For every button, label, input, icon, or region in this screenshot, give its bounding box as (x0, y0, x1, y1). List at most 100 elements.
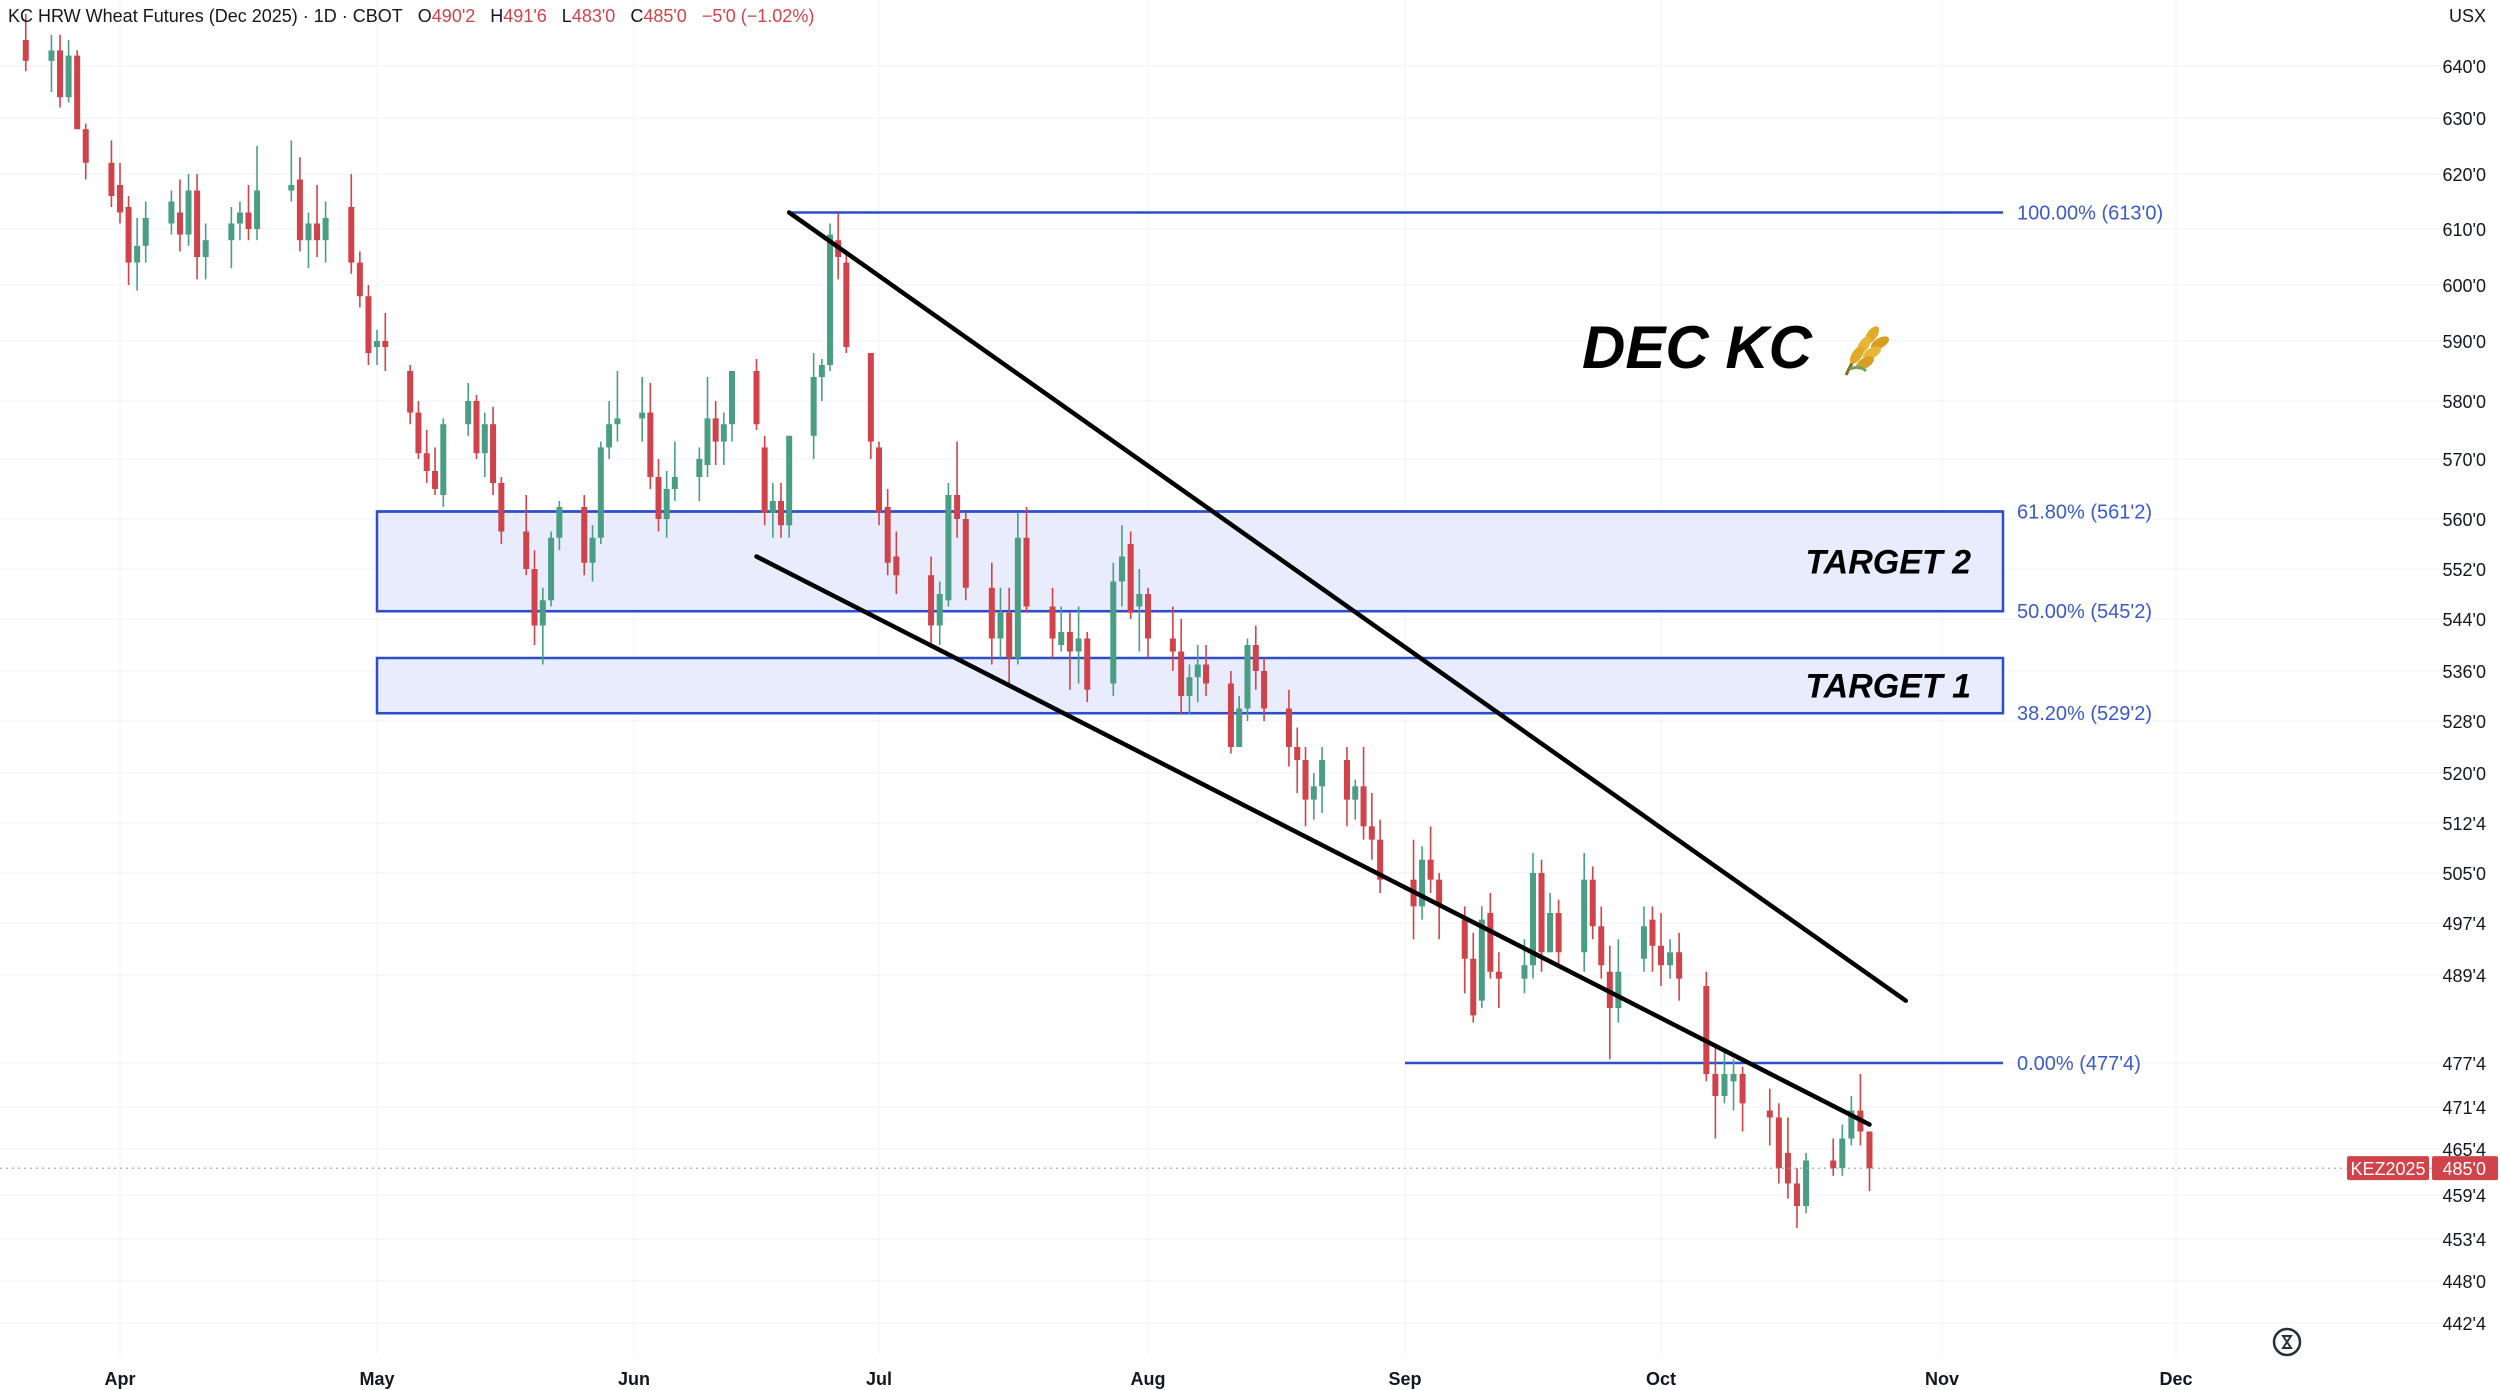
fib-label: 0.00% (477'4) (2017, 1053, 2141, 1075)
candle-body (696, 459, 703, 477)
candle-body (356, 262, 363, 297)
candle (82, 123, 89, 180)
candle (671, 441, 678, 501)
candle-body (753, 371, 760, 425)
fib-label: 50.00% (545'2) (2017, 601, 2152, 623)
candle (1352, 779, 1359, 820)
candle (655, 459, 662, 532)
candle-body (729, 371, 735, 425)
candle (1793, 1168, 1800, 1228)
fib-levels: 100.00% (613'0) 61.80% (561'2) 50.00% (545… (377, 203, 2163, 1075)
y-tick-label: 560'0 (2443, 510, 2486, 530)
ohlc-close-label: C (630, 6, 644, 26)
candle (374, 329, 380, 365)
candle-body (1118, 556, 1125, 582)
candle-body (655, 477, 662, 519)
candle-body (1487, 913, 1494, 972)
fib-label: 100.00% (613'0) (2017, 203, 2163, 225)
candle-body (1495, 971, 1502, 979)
candle (134, 218, 141, 291)
x-tick-label: Dec (2159, 1369, 2192, 1389)
candle (936, 581, 943, 645)
candle (1136, 569, 1143, 652)
candle-body (490, 424, 497, 483)
candle (597, 441, 604, 544)
candle (1721, 1052, 1728, 1104)
candle (1538, 859, 1545, 972)
candle (1589, 866, 1596, 940)
replay-icon[interactable] (2272, 1327, 2302, 1357)
target-zone-label: TARGET 1 (1805, 668, 1971, 706)
candle-body (1427, 859, 1434, 880)
candle (1766, 1088, 1773, 1146)
candle (769, 483, 776, 538)
price-axis[interactable]: 640'0 630'0 620'0 610'0 600'0 590'0 580'0 570'0… (2443, 0, 2500, 1390)
candle-body (407, 371, 414, 413)
candle (1127, 531, 1134, 619)
candle-body (288, 185, 295, 191)
candle-body (720, 424, 727, 442)
candle-body (1006, 612, 1013, 658)
candle-body (1721, 1074, 1728, 1096)
candle-body (365, 296, 372, 353)
candle (490, 406, 497, 495)
candle (778, 483, 784, 538)
trendline-upper[interactable] (786, 210, 1908, 1003)
candle-body (1615, 971, 1622, 1008)
currency-unit[interactable]: USX (2448, 6, 2486, 26)
candle-body (74, 55, 81, 130)
y-tick-label: 512'4 (2443, 814, 2486, 834)
candle-body (1285, 708, 1292, 747)
time-axis[interactable]: Apr May Jun Jul Aug Sep Oct Nov Dec (105, 1369, 2193, 1389)
trendline-lower[interactable] (754, 554, 1872, 1127)
candle-body (1169, 638, 1176, 652)
candle (314, 185, 321, 257)
candle-body (423, 453, 430, 471)
x-tick-label: Sep (1388, 1369, 1421, 1389)
candle (168, 190, 175, 235)
candle-body (1319, 760, 1326, 787)
candle (1598, 906, 1605, 979)
y-tick-label: 471'4 (2443, 1098, 2486, 1118)
y-tick-label: 600'0 (2443, 276, 2486, 296)
candle-body (185, 190, 192, 235)
candle (432, 447, 439, 495)
candle (843, 251, 850, 353)
candle (1478, 906, 1485, 1008)
y-tick-label: 552'0 (2443, 560, 2486, 580)
trendlines (754, 210, 1908, 1127)
candle (1775, 1103, 1782, 1184)
candle-body (440, 424, 447, 495)
candle-body (539, 600, 546, 626)
candle (523, 495, 530, 576)
candle-body (1555, 913, 1562, 953)
y-tick-label: 580'0 (2443, 392, 2486, 412)
symbol-header: KC HRW Wheat Futures (Dec 2025) · 1D · C… (8, 6, 824, 27)
candle-body (1640, 926, 1647, 959)
x-tick-label: Apr (105, 1369, 136, 1389)
candle (365, 285, 372, 365)
candle-body (997, 612, 1004, 639)
candle (1739, 1066, 1746, 1132)
candle (1730, 1059, 1737, 1111)
candle-body (254, 190, 261, 229)
candle-body (928, 575, 935, 626)
y-tick-label: 459'4 (2443, 1186, 2486, 1206)
candle (1461, 906, 1468, 994)
last-price-label: 485'0 (2443, 1159, 2486, 1179)
candle-body (202, 240, 209, 257)
candle-body (893, 556, 900, 576)
candle (415, 401, 422, 459)
candle (1302, 747, 1309, 827)
candle-body (57, 50, 64, 98)
candle (1368, 793, 1375, 860)
ohlc-high-value: 491'6 (503, 6, 547, 26)
y-tick-label: 536'0 (2443, 662, 2486, 682)
candle-body (876, 447, 882, 513)
candle-body (1461, 919, 1468, 959)
candle (962, 513, 969, 601)
candle-body (348, 207, 355, 263)
candle-body (1839, 1138, 1846, 1169)
candle (556, 501, 563, 551)
candle-body (322, 218, 329, 241)
